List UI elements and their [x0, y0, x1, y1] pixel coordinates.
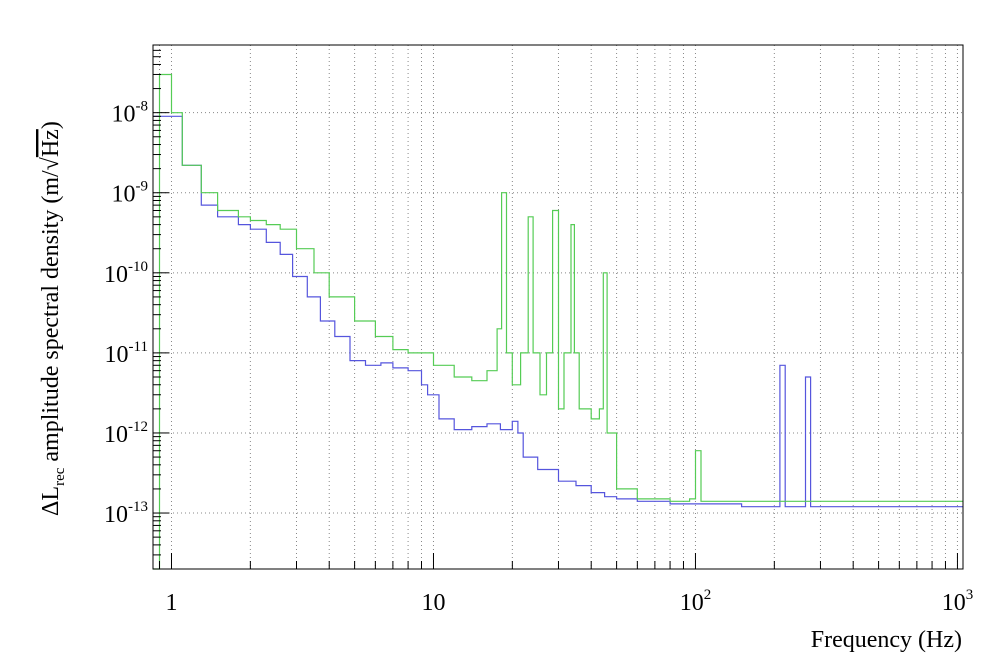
- y-tick-label: 10-11: [105, 339, 148, 368]
- y-tick-label: 10-8: [112, 99, 149, 128]
- y-axis-title-unit: Hz: [38, 129, 64, 157]
- y-axis-title-main: amplitude spectral density (m/: [38, 170, 64, 468]
- y-tick-label: 10-12: [104, 419, 148, 448]
- axis-ticks: [153, 44, 958, 570]
- x-tick-label: 1: [165, 590, 177, 616]
- y-axis-title-close: ): [38, 121, 64, 129]
- y-tick-label: 10-10: [104, 259, 148, 288]
- grid-lines: [153, 45, 963, 569]
- x-tick-label: 103: [942, 587, 974, 616]
- y-tick-label: 10-9: [112, 179, 149, 208]
- axis-tick-labels: 1 10 102 103 10-13 10-12 10-11 10-10 10-9 10-8: [104, 99, 973, 616]
- y-axis-title-sqrt: √: [38, 156, 64, 170]
- x-tick-label: 10: [421, 590, 445, 616]
- series-line-2: [153, 73, 963, 570]
- y-axis-title-delta-l: ΔL: [38, 486, 64, 516]
- series-line-1: [153, 115, 963, 508]
- x-axis-title: Frequency (Hz): [811, 627, 962, 653]
- y-tick-label: 10-13: [104, 499, 148, 528]
- y-axis-title-subscript: rec: [52, 467, 68, 486]
- x-tick-label: 102: [680, 587, 712, 616]
- y-axis-title: ΔLrec amplitude spectral density (m/√Hz): [38, 121, 68, 516]
- series-layer: [153, 73, 963, 570]
